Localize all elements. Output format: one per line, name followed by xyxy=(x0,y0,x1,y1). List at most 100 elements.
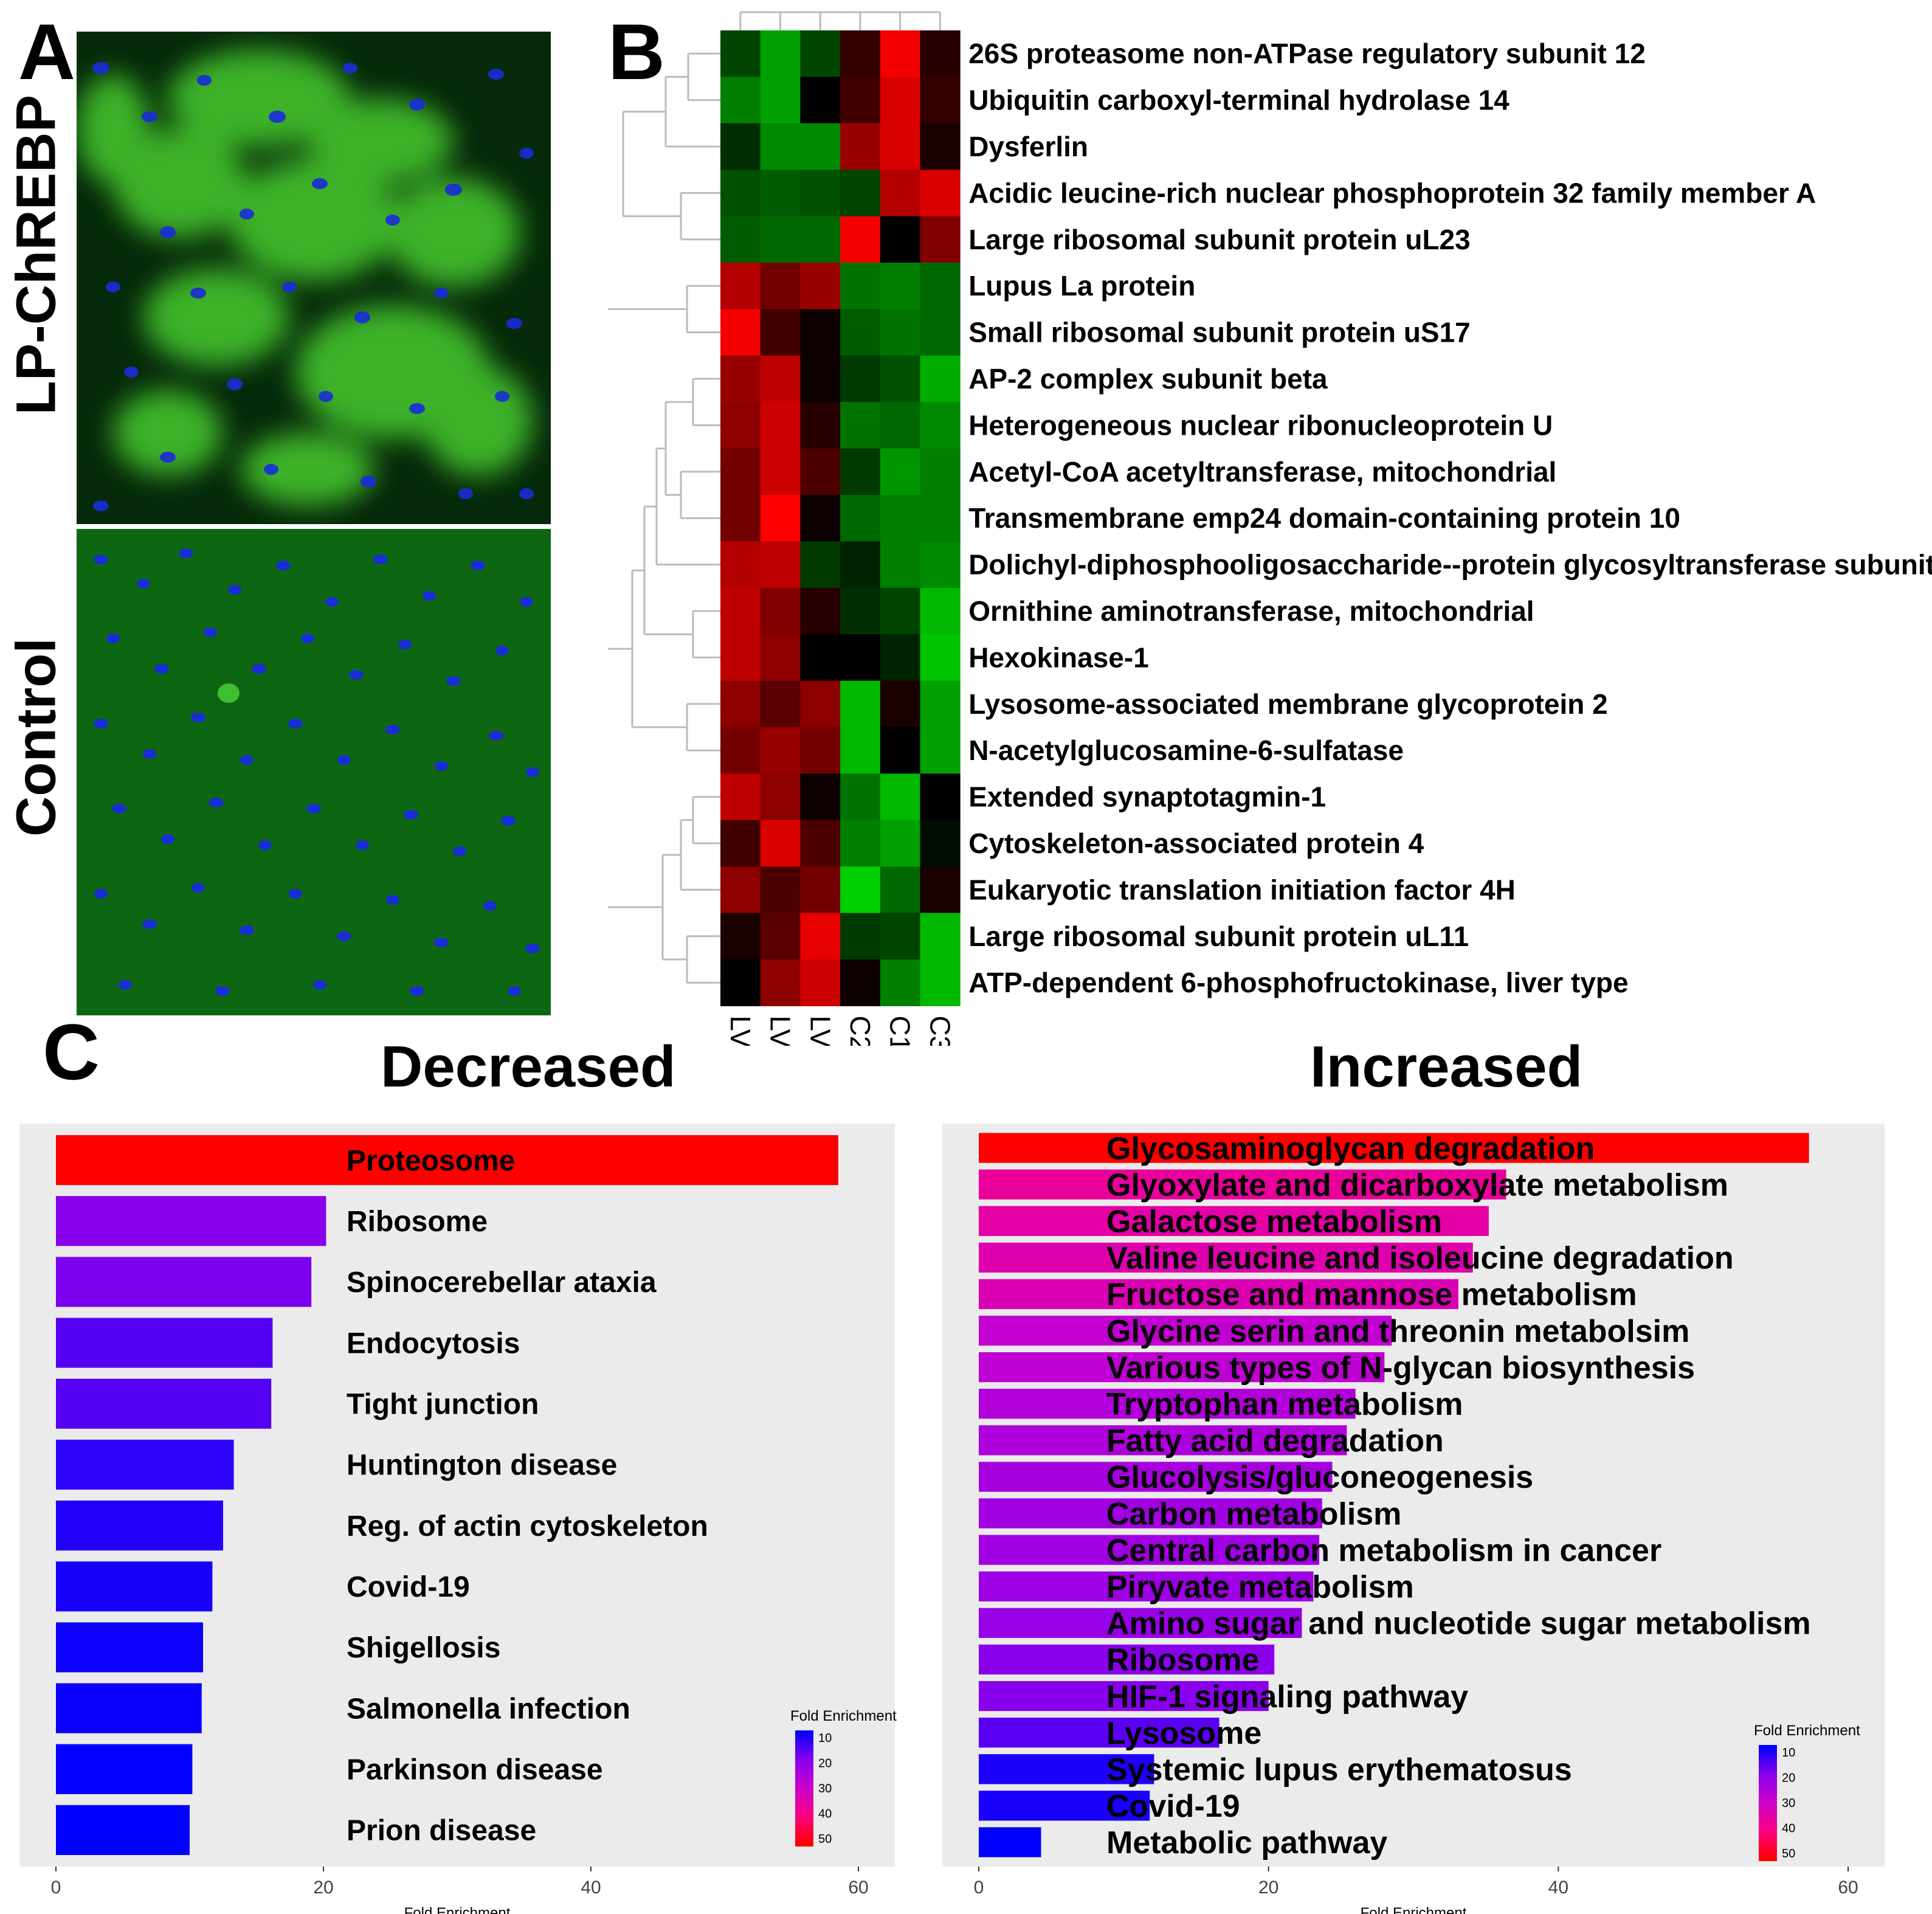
legend-gradient-step xyxy=(1759,1831,1777,1836)
legend-gradient-step xyxy=(795,1730,813,1734)
heatmap-cell xyxy=(800,820,841,867)
heatmap-cell xyxy=(920,170,961,217)
legend-gradient-step xyxy=(1759,1820,1777,1824)
bar xyxy=(56,1257,312,1307)
heatmap-cell xyxy=(880,402,920,449)
legend-gradient-step xyxy=(795,1791,813,1795)
heatmap-row-label: Heterogeneous nuclear ribonucleoprotein … xyxy=(968,409,1553,441)
heatmap-cell xyxy=(760,495,801,542)
heatmap-cell xyxy=(920,959,961,1006)
heatmap-cell xyxy=(760,30,801,77)
legend-gradient-step xyxy=(795,1788,813,1792)
bar xyxy=(979,1498,1322,1529)
heatmap-cell xyxy=(920,680,961,728)
bar-label: Amino sugar and nucleotide sugar metabol… xyxy=(1106,1606,1811,1642)
bar xyxy=(979,1169,1506,1200)
bar xyxy=(979,1791,1150,1821)
bar-label: Spinocerebellar ataxia xyxy=(347,1266,657,1299)
heatmap-cell xyxy=(840,216,881,263)
legend-gradient-step xyxy=(1759,1805,1777,1809)
bar xyxy=(979,1681,1269,1712)
heatmap-cell xyxy=(840,170,881,217)
legend-title: Fold Enrichment xyxy=(790,1708,897,1724)
bar-label: Covid-19 xyxy=(1106,1789,1240,1824)
legend-gradient-step xyxy=(1759,1811,1777,1815)
legend-gradient-step xyxy=(795,1767,813,1772)
heatmap-cell xyxy=(760,634,801,682)
heatmap-cell xyxy=(880,820,920,867)
heatmap-cell xyxy=(760,959,801,1006)
heatmap-cell xyxy=(720,170,761,217)
legend-tick-label: 20 xyxy=(1782,1772,1795,1785)
heatmap-cell xyxy=(880,541,920,589)
heatmap-row-label: Transmembrane emp24 domain-containing pr… xyxy=(968,502,1680,534)
bar-label: Fructose and mannose metabolism xyxy=(1106,1277,1637,1313)
bar xyxy=(979,1279,1458,1310)
legend-tick-label: 30 xyxy=(1782,1797,1795,1810)
legend-gradient-step xyxy=(1759,1753,1777,1757)
heatmap-cell xyxy=(800,402,841,449)
heatmap-cell xyxy=(840,30,881,77)
heatmap-cell xyxy=(720,448,761,496)
x-tick-label: 0 xyxy=(974,1878,984,1898)
bar xyxy=(979,1389,1356,1419)
legend-gradient-step xyxy=(1759,1837,1777,1841)
legend-gradient-step xyxy=(795,1774,813,1777)
heatmap-col-label: LV 1 xyxy=(765,1015,796,1046)
heatmap-row-label: 26S proteasome non-ATPase regulatory sub… xyxy=(968,38,1646,69)
legend-gradient-step xyxy=(795,1814,813,1818)
heatmap-cell xyxy=(920,541,961,589)
heatmap-row-label: Lupus La protein xyxy=(968,270,1195,302)
bar xyxy=(979,1535,1320,1565)
heatmap-cell xyxy=(920,866,961,914)
legend-gradient-step xyxy=(795,1779,813,1783)
heatmap-cell xyxy=(880,913,920,960)
heatmap-cell xyxy=(920,309,961,356)
legend-gradient-step xyxy=(1759,1817,1777,1821)
panel-a-letter: A xyxy=(18,7,75,96)
bar-label: Metabolic pathway xyxy=(1106,1825,1387,1860)
decreased-title: Decreased xyxy=(381,1034,676,1099)
heatmap-cell xyxy=(800,773,841,821)
heatmap-cell xyxy=(800,216,841,263)
legend-tick-label: 50 xyxy=(818,1833,832,1846)
bar xyxy=(979,1133,1809,1163)
heatmap-cell xyxy=(720,866,761,914)
x-tick-label: 20 xyxy=(1258,1878,1278,1898)
bar-label: Systemic lupus erythematosus xyxy=(1106,1752,1572,1788)
bar xyxy=(56,1135,838,1186)
bar-label: Glyoxylate and dicarboxylate metabolism xyxy=(1106,1167,1728,1203)
bar-label: Parkinson disease xyxy=(347,1754,603,1786)
bar xyxy=(56,1622,203,1673)
heatmap-row-label: Large ribosomal subunit protein uL23 xyxy=(968,224,1471,255)
heatmap-row-label: Ornithine aminotransferase, mitochondria… xyxy=(968,595,1534,627)
heatmap-cell xyxy=(920,77,961,124)
x-tick-label: 60 xyxy=(848,1878,868,1898)
bar xyxy=(979,1827,1041,1857)
legend-gradient-step xyxy=(795,1794,813,1798)
heatmap-cell xyxy=(720,959,761,1006)
bar xyxy=(56,1744,193,1794)
heatmap-cell xyxy=(920,448,961,496)
increased-title: Increased xyxy=(1310,1034,1583,1099)
legend-tick-label: 10 xyxy=(1782,1746,1795,1760)
bar xyxy=(979,1608,1302,1638)
heatmap-row-label: Acetyl-CoA acetyltransferase, mitochondr… xyxy=(968,456,1556,488)
x-axis-label: Fold Enrichment xyxy=(1361,1905,1467,1914)
heatmap-cell xyxy=(720,123,761,170)
heatmap-cell xyxy=(840,866,881,914)
heatmap-cell xyxy=(880,634,920,682)
heatmap-cell xyxy=(800,448,841,496)
heatmap-cell xyxy=(880,355,920,402)
heatmap-cell xyxy=(800,866,841,914)
heatmap-cell xyxy=(760,263,801,309)
legend-gradient-step xyxy=(1759,1785,1777,1789)
heatmap-row-label: Acidic leucine-rich nuclear phosphoprote… xyxy=(968,177,1816,209)
heatmap-cell xyxy=(800,913,841,960)
x-axis-label: Fold Enrichment xyxy=(404,1905,511,1914)
heatmap-cell xyxy=(720,402,761,449)
bar xyxy=(979,1242,1473,1273)
legend-gradient-step xyxy=(1759,1843,1777,1847)
legend-gradient-step xyxy=(1759,1826,1777,1829)
heatmap-cell xyxy=(800,263,841,309)
